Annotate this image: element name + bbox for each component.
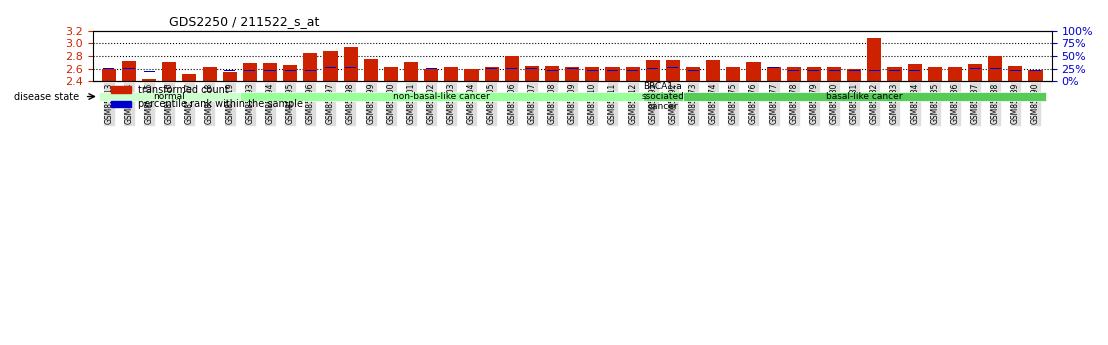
Bar xyxy=(646,60,660,81)
Bar xyxy=(224,70,235,71)
Bar xyxy=(425,68,437,69)
FancyBboxPatch shape xyxy=(643,92,683,101)
Bar xyxy=(888,67,902,81)
Bar xyxy=(767,68,781,81)
Bar xyxy=(1008,66,1023,81)
Bar xyxy=(747,62,760,81)
Text: disease state: disease state xyxy=(13,91,79,101)
Legend: transformed count, percentile rank within the sample: transformed count, percentile rank withi… xyxy=(107,81,307,113)
Bar xyxy=(484,67,499,81)
Bar xyxy=(809,70,820,71)
Bar xyxy=(343,47,358,81)
FancyBboxPatch shape xyxy=(239,92,643,101)
Bar xyxy=(829,70,840,71)
Bar xyxy=(988,56,1003,81)
Bar xyxy=(827,67,841,81)
Bar xyxy=(123,68,134,69)
Bar xyxy=(285,70,296,71)
Bar xyxy=(144,71,155,72)
Bar xyxy=(304,53,317,81)
Bar xyxy=(787,67,801,81)
Bar xyxy=(506,68,517,69)
Bar xyxy=(265,70,276,71)
Bar xyxy=(505,56,519,81)
Bar xyxy=(968,64,982,81)
Bar xyxy=(263,63,277,81)
Bar xyxy=(627,70,638,71)
Bar xyxy=(688,70,699,71)
Bar xyxy=(325,67,336,68)
Bar xyxy=(444,67,459,81)
Bar xyxy=(122,61,136,81)
Bar xyxy=(706,60,720,81)
Text: non-basal-like cancer: non-basal-like cancer xyxy=(393,92,490,101)
Bar xyxy=(727,67,740,81)
Bar xyxy=(345,67,356,68)
Bar xyxy=(486,68,497,69)
Text: basal-like cancer: basal-like cancer xyxy=(827,92,903,101)
Bar xyxy=(910,70,921,71)
Bar xyxy=(546,70,557,71)
Text: BRCA1-a
ssociated
cancer: BRCA1-a ssociated cancer xyxy=(642,82,685,111)
Bar xyxy=(849,70,860,71)
Bar xyxy=(223,72,237,81)
Bar xyxy=(565,67,579,81)
Bar xyxy=(183,74,196,81)
Bar xyxy=(1009,70,1020,71)
Bar xyxy=(889,70,900,71)
Bar xyxy=(103,68,114,69)
Bar xyxy=(907,64,922,81)
Bar xyxy=(363,59,378,81)
Bar xyxy=(545,66,560,81)
Bar xyxy=(666,60,680,81)
Bar xyxy=(404,62,418,81)
Bar xyxy=(424,69,439,81)
Bar xyxy=(464,69,479,81)
Bar xyxy=(162,62,176,81)
Bar xyxy=(203,68,217,81)
Bar xyxy=(1030,70,1042,71)
Bar xyxy=(525,66,538,81)
Bar xyxy=(868,38,882,81)
Bar xyxy=(869,70,880,71)
Bar xyxy=(245,70,256,71)
Bar xyxy=(102,69,116,81)
Bar xyxy=(243,63,257,81)
FancyBboxPatch shape xyxy=(683,92,1046,101)
Bar xyxy=(142,79,156,81)
Bar xyxy=(607,70,618,71)
Bar xyxy=(807,67,821,81)
Bar xyxy=(305,70,316,71)
Bar xyxy=(647,68,658,69)
Bar xyxy=(848,69,861,81)
Bar xyxy=(566,68,577,69)
FancyBboxPatch shape xyxy=(99,92,239,101)
Bar xyxy=(667,67,678,68)
Text: GDS2250 / 211522_s_at: GDS2250 / 211522_s_at xyxy=(170,15,320,28)
Bar xyxy=(1028,70,1043,81)
Bar xyxy=(989,68,1001,69)
Bar xyxy=(626,68,639,81)
Bar xyxy=(927,68,942,81)
Bar xyxy=(768,67,779,68)
Bar xyxy=(686,67,700,81)
Bar xyxy=(585,67,599,81)
Bar xyxy=(526,68,537,69)
Text: normal: normal xyxy=(153,92,185,101)
Bar xyxy=(324,51,338,81)
Bar xyxy=(788,70,799,71)
Bar xyxy=(970,68,981,69)
Bar xyxy=(948,68,962,81)
Bar xyxy=(605,68,619,81)
Bar xyxy=(587,70,598,71)
Bar xyxy=(284,65,297,81)
Bar xyxy=(383,67,398,81)
